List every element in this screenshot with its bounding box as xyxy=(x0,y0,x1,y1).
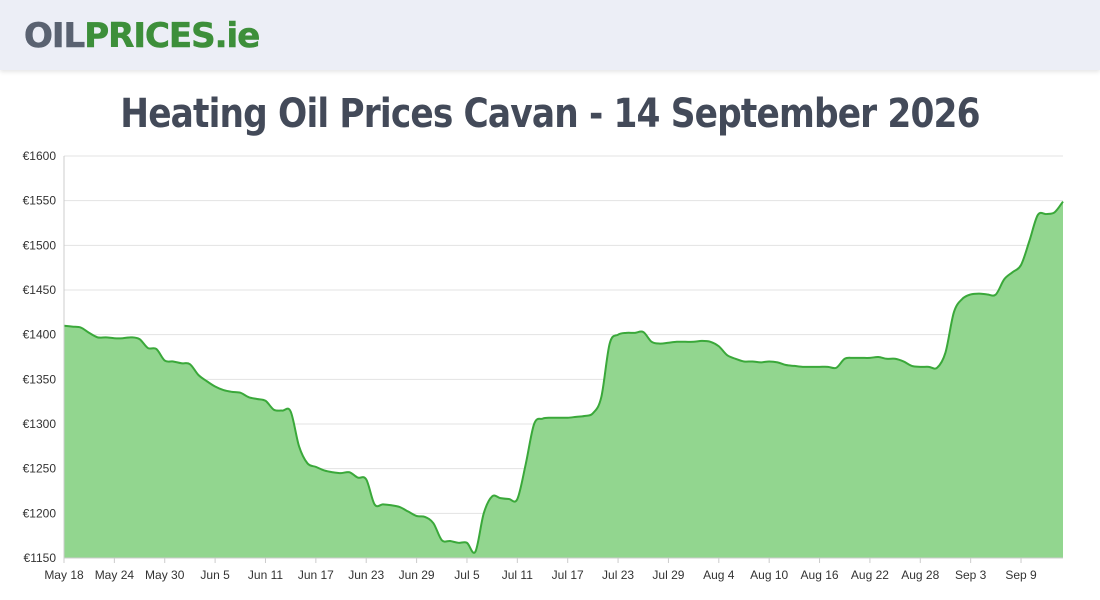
logo-text-prices: PRICES xyxy=(84,16,216,57)
x-tick-label: Aug 16 xyxy=(801,568,839,582)
y-tick-label: €1350 xyxy=(23,372,57,386)
y-tick-label: €1500 xyxy=(23,238,57,252)
y-tick-label: €1550 xyxy=(23,194,57,208)
site-logo[interactable]: OILPRICES.ie xyxy=(24,14,261,58)
x-tick-label: Jun 17 xyxy=(298,568,334,582)
x-tick-label: Jun 23 xyxy=(348,568,384,582)
logo-text-oil: OIL xyxy=(24,16,86,57)
x-tick-label: May 18 xyxy=(44,568,84,582)
x-tick-label: Jun 29 xyxy=(399,568,435,582)
price-line xyxy=(63,200,1064,554)
x-tick-label: Jul 5 xyxy=(454,568,480,582)
y-tick-label: €1300 xyxy=(23,417,57,431)
top-bar: OILPRICES.ie xyxy=(0,0,1100,70)
x-tick-label: Jul 17 xyxy=(552,568,584,582)
logo-text-ie: .ie xyxy=(214,16,260,57)
y-tick-label: €1200 xyxy=(23,506,57,520)
price-area-fill xyxy=(64,201,1063,558)
x-tick-label: Jun 11 xyxy=(248,568,283,582)
y-tick-label: €1250 xyxy=(23,462,57,476)
y-tick-label: €1400 xyxy=(23,328,57,342)
x-tick-label: Aug 22 xyxy=(851,568,889,582)
x-tick-label: Sep 9 xyxy=(1005,568,1037,582)
y-tick-label: €1150 xyxy=(24,551,57,565)
x-tick-label: May 30 xyxy=(145,568,185,582)
chart-axes: €1150 €1200 €1250 €1300 €1350 €1400 €1450 €1500… xyxy=(23,149,1063,582)
x-tick-label: Jul 23 xyxy=(602,568,634,582)
x-tick-label: May 24 xyxy=(95,568,135,582)
x-tick-label: Aug 10 xyxy=(750,568,788,582)
x-tick-label: Aug 4 xyxy=(703,568,735,582)
x-tick-label: Jul 11 xyxy=(502,568,533,582)
page-title: Heating Oil Prices Cavan - 14 September … xyxy=(120,91,980,137)
x-tick-label: Aug 28 xyxy=(901,568,939,582)
y-tick-label: €1600 xyxy=(23,149,57,163)
x-tick-label: Jun 5 xyxy=(200,568,230,582)
x-tick-label: Jul 29 xyxy=(652,568,684,582)
x-tick-label: Sep 3 xyxy=(955,568,987,582)
y-tick-label: €1450 xyxy=(23,283,57,297)
